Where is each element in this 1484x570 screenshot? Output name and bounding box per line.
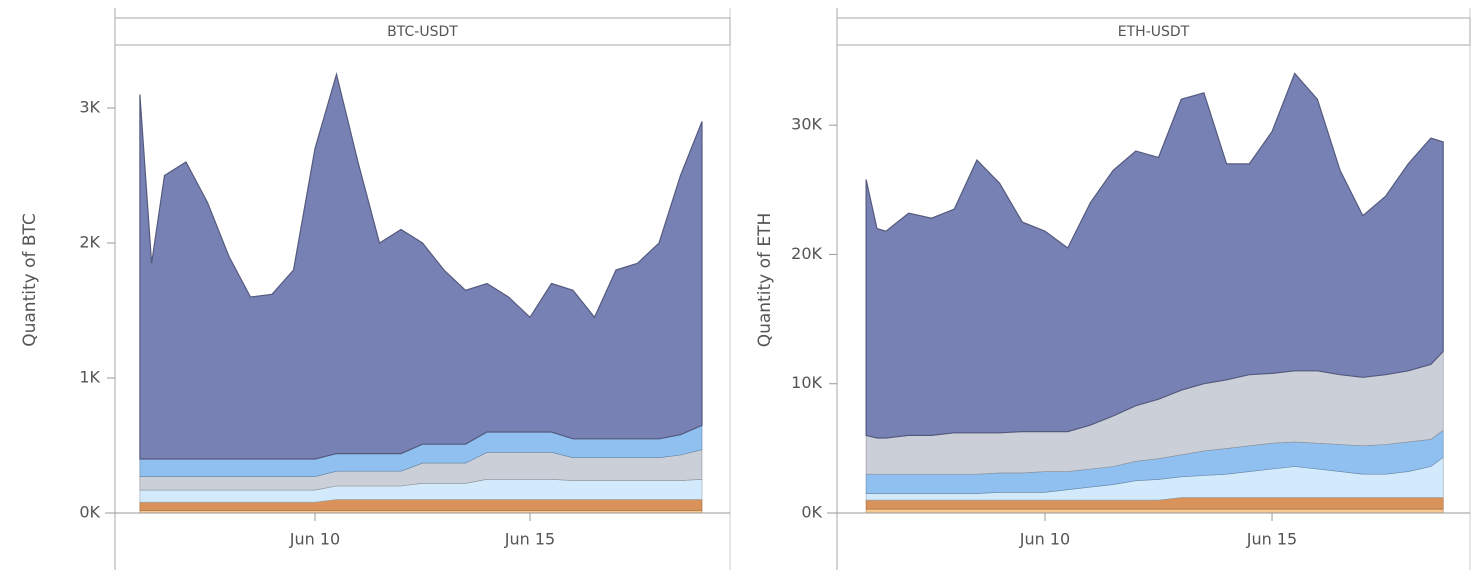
x-tick-label: Jun 15	[504, 530, 555, 549]
area-layer	[865, 508, 1444, 514]
area-layer	[865, 72, 1444, 439]
y-tick-label: 2K	[79, 233, 100, 252]
chart-title: BTC-USDT	[387, 24, 458, 40]
y-tick-label: 1K	[79, 368, 100, 387]
y-axis-label: Quantity of ETH	[755, 213, 775, 348]
x-tick-label: Jun 10	[289, 530, 340, 549]
y-tick-label: 30K	[791, 115, 822, 134]
y-tick-label: 20K	[791, 244, 822, 263]
title-bar	[114, 17, 731, 46]
y-axis-label: Quantity of BTC	[20, 213, 40, 347]
x-tick-label: Jun 15	[1246, 530, 1297, 549]
x-tick-label: Jun 10	[1019, 530, 1070, 549]
area-layer	[139, 71, 703, 460]
chart-title: ETH-USDT	[1118, 24, 1190, 40]
y-tick-label: 3K	[79, 98, 100, 117]
title-bar	[836, 17, 1471, 46]
y-tick-label: 0K	[79, 503, 100, 522]
y-tick-label: 0K	[801, 503, 822, 522]
chart-panel: BTC-USDT Quantity of BTC 0K 1K 2K 3K Jun 10 Jun…	[20, 8, 731, 570]
y-tick-label: 10K	[791, 373, 822, 392]
chart-panel: ETH-USDT Quantity of ETH 0K 10K 20K 30K Jun 10…	[755, 8, 1471, 570]
